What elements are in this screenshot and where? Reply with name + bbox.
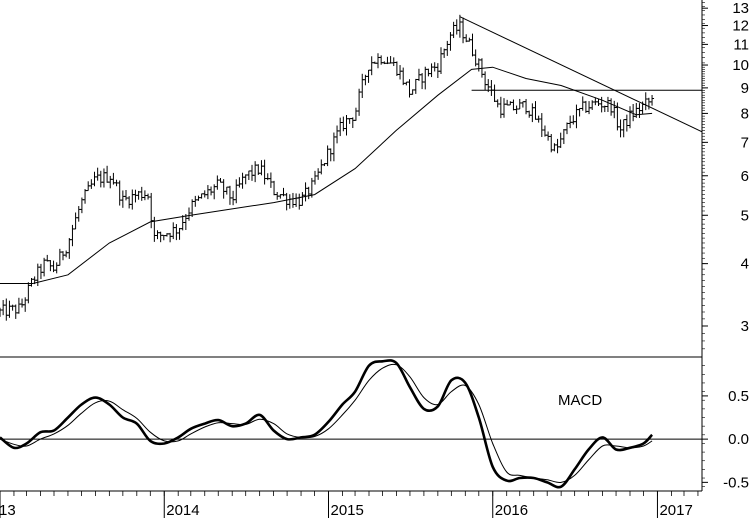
macd-tick-label: 0.0 — [728, 431, 749, 448]
price-tick-label: 11 — [733, 36, 749, 53]
macd-tick-label: 0.5 — [728, 388, 749, 405]
price-panel — [0, 14, 703, 321]
downtrend-line — [459, 16, 703, 133]
price-tick-label: 6 — [741, 168, 749, 185]
price-tick-label: 4 — [741, 256, 749, 273]
x-axis: 13 2014 2015 2016 2017 — [0, 490, 702, 518]
year-label: 2015 — [331, 502, 364, 518]
price-tick-label: 3 — [741, 318, 749, 335]
price-tick-label: 12 — [732, 18, 749, 35]
price-bar — [650, 95, 655, 106]
price-bars — [0, 14, 655, 321]
price-tick-label: 13 — [732, 0, 749, 17]
macd-label: MACD — [558, 392, 602, 409]
price-tick-label: 10 — [732, 57, 749, 74]
macd-tick-label: -0.5 — [723, 474, 749, 491]
price-tick-label: 7 — [741, 134, 749, 151]
price-tick-label: 8 — [741, 105, 749, 122]
price-tick-label: 9 — [741, 80, 749, 97]
year-label: 2017 — [659, 502, 692, 518]
year-label: 13 — [0, 502, 16, 518]
year-label: 2014 — [166, 502, 199, 518]
year-label: 2016 — [495, 502, 528, 518]
macd-panel: MACD — [0, 359, 702, 489]
macd-signal-line — [0, 363, 653, 484]
macd-line — [0, 359, 654, 489]
price-tick-label: 5 — [741, 207, 749, 224]
moving-average-line — [0, 66, 653, 284]
